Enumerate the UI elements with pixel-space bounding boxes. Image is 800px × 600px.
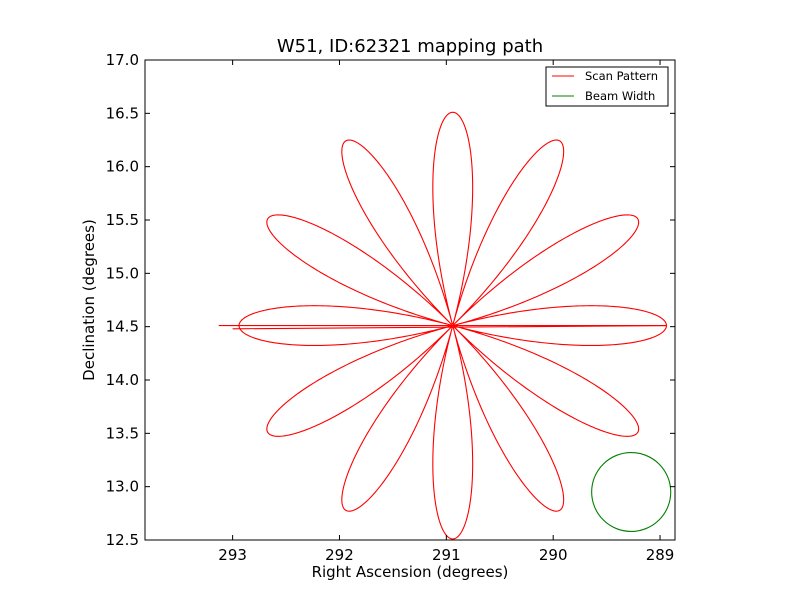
chart-title: W51, ID:62321 mapping path <box>277 36 543 57</box>
x-tick-label: 292 <box>325 546 354 564</box>
y-tick-label: 13.0 <box>106 478 139 496</box>
x-tick-label: 293 <box>218 546 247 564</box>
series-layer <box>218 111 672 540</box>
legend-label-beam-width: Beam Width <box>585 89 655 103</box>
y-tick-label: 13.5 <box>106 424 139 442</box>
y-axis-title: Declination (degrees) <box>80 219 98 381</box>
y-tick-label: 14.0 <box>106 371 139 389</box>
legend-label-scan-pattern: Scan Pattern <box>585 69 658 83</box>
x-tick-label: 291 <box>432 546 461 564</box>
scan-pattern-line <box>218 111 668 540</box>
x-axis-title: Right Ascension (degrees) <box>312 563 509 581</box>
y-tick-label: 12.5 <box>106 531 139 549</box>
y-tick-label: 15.5 <box>106 211 139 229</box>
x-tick-label: 289 <box>646 546 675 564</box>
y-tick-label: 17.0 <box>106 51 139 69</box>
y-tick-label: 14.5 <box>106 318 139 336</box>
legend: Scan Pattern Beam Width <box>545 66 669 107</box>
beam-width-circle <box>591 451 672 533</box>
y-tick-label: 16.5 <box>106 104 139 122</box>
y-tick-label: 15.0 <box>106 264 139 282</box>
legend-box <box>545 66 669 107</box>
plot-area <box>144 59 676 541</box>
scan-pattern-tail <box>232 325 667 330</box>
tick-layer: 293 292 291 290 289 12.5 13.0 13.5 14.0 14.5 15.0 1… <box>106 51 675 564</box>
y-tick-label: 16.0 <box>106 158 139 176</box>
x-tick-label: 290 <box>539 546 568 564</box>
